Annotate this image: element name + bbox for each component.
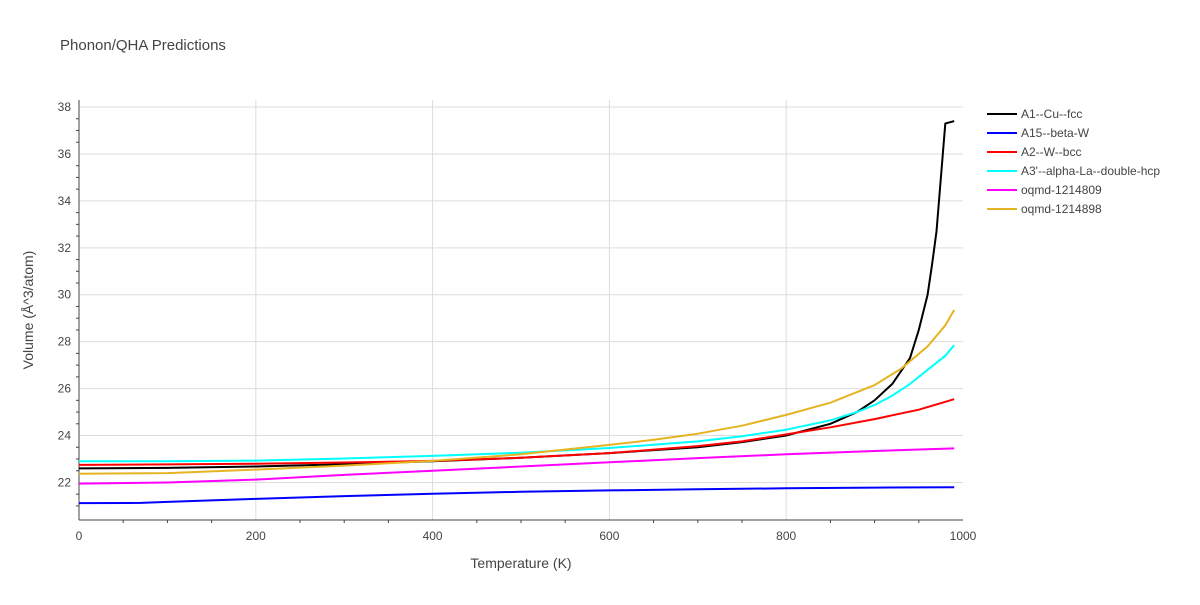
legend-label: oqmd-1214809 <box>1021 183 1102 197</box>
series-line-4 <box>79 344 955 463</box>
axes <box>76 100 963 523</box>
legend-label: A15--beta-W <box>1021 126 1090 140</box>
chart-title: Phonon/QHA Predictions <box>60 37 226 54</box>
y-tick-label: 24 <box>58 429 72 443</box>
y-tick-label: 28 <box>58 335 72 349</box>
x-tick-label: 0 <box>76 529 83 543</box>
y-axis-label: Volume (Å^3/atom) <box>20 251 36 370</box>
legend-item[interactable]: oqmd-1214809 <box>987 183 1102 197</box>
y-tick-label: 38 <box>58 100 72 114</box>
y-tick-label: 34 <box>58 194 72 208</box>
legend-item[interactable]: A2--W--bcc <box>987 145 1081 159</box>
legend-item[interactable]: oqmd-1214898 <box>987 202 1102 216</box>
legend-item[interactable]: A3'--alpha-La--double-hcp <box>987 164 1160 178</box>
x-tick-label: 400 <box>423 529 443 543</box>
y-tick-label: 32 <box>58 241 72 255</box>
x-tick-label: 200 <box>246 529 266 543</box>
legend-label: A3'--alpha-La--double-hcp <box>1021 164 1160 178</box>
x-tick-label: 600 <box>599 529 619 543</box>
grid <box>79 100 963 520</box>
legend-label: A1--Cu--fcc <box>1021 107 1082 121</box>
legend-label: oqmd-1214898 <box>1021 202 1102 216</box>
x-tick-label: 800 <box>776 529 796 543</box>
series-line-6 <box>78 309 956 475</box>
y-tick-labels: 22 24 26 28 30 32 34 36 38 <box>58 100 72 489</box>
legend[interactable]: A1--Cu--fcc A15--beta-W A2--W--bcc A3'--alp… <box>987 107 1160 216</box>
legend-label: A2--W--bcc <box>1021 145 1081 159</box>
x-axis-label: Temperature (K) <box>470 555 571 571</box>
series-line-3 <box>78 398 955 466</box>
series-line-2 <box>78 486 955 505</box>
legend-item[interactable]: A15--beta-W <box>987 126 1090 140</box>
y-tick-label: 22 <box>58 475 72 489</box>
series-line-5 <box>78 447 955 485</box>
x-tick-label: 1000 <box>950 529 977 543</box>
y-tick-label: 26 <box>58 382 72 396</box>
y-tick-label: 36 <box>58 147 72 161</box>
x-tick-labels: 0 200 400 600 800 1000 <box>76 529 977 543</box>
series-lines <box>78 120 956 505</box>
y-tick-label: 30 <box>58 288 72 302</box>
legend-item[interactable]: A1--Cu--fcc <box>987 107 1082 121</box>
